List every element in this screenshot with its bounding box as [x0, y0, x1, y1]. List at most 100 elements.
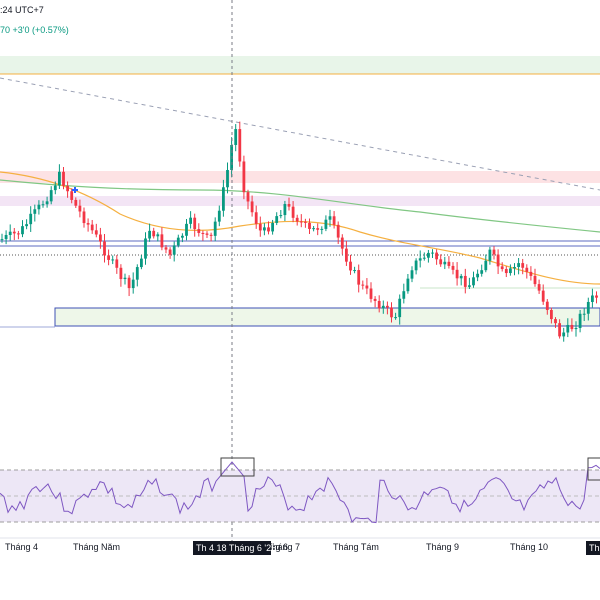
- candle-body: [484, 260, 488, 271]
- candle-body: [308, 222, 311, 229]
- candle-body: [418, 258, 422, 261]
- candle-body: [443, 261, 447, 265]
- candle-body: [37, 204, 41, 210]
- header-time-text: :24 UTC+7: [0, 5, 44, 15]
- candle-body: [558, 323, 561, 337]
- candle-body: [353, 270, 356, 272]
- candle-body: [595, 295, 598, 298]
- green-zone-top[interactable]: [0, 56, 600, 74]
- candle-body: [267, 227, 270, 232]
- candle-body: [533, 275, 537, 285]
- candle-body: [377, 300, 381, 309]
- candle-body: [246, 192, 250, 202]
- candle-body: [78, 205, 82, 212]
- candle-body: [70, 191, 74, 200]
- candle-body: [217, 210, 221, 222]
- candle-body: [0, 239, 4, 241]
- candle-body: [172, 245, 176, 255]
- candle-body: [472, 277, 475, 286]
- candle-body: [439, 259, 443, 265]
- candle-body: [369, 288, 373, 299]
- candle-body: [144, 238, 147, 259]
- candle-body: [537, 284, 541, 291]
- candle-body: [299, 221, 303, 223]
- crosshair-plus-icon: [72, 187, 78, 193]
- candle-body: [332, 216, 336, 225]
- candle-body: [365, 285, 369, 289]
- candle-body: [500, 266, 504, 270]
- candles-group: [0, 121, 598, 342]
- candle-body: [283, 204, 287, 216]
- rsi-highlight-box-2[interactable]: [587, 457, 600, 481]
- candle-body: [574, 327, 578, 330]
- candle-body: [21, 226, 24, 235]
- candle-body: [49, 190, 53, 202]
- candle-body: [164, 247, 168, 250]
- candle-body: [4, 234, 8, 240]
- candle-body: [295, 217, 299, 222]
- candle-body: [349, 261, 352, 271]
- moving-average-slow[interactable]: [0, 179, 600, 233]
- candle-body: [287, 204, 291, 207]
- candle-body: [459, 275, 463, 279]
- candle-body: [140, 258, 143, 268]
- candle-body: [545, 301, 549, 310]
- candle-body: [463, 275, 467, 287]
- candle-body: [324, 219, 328, 229]
- candle-body: [541, 290, 545, 302]
- candle-body: [398, 298, 402, 318]
- candle-body: [328, 216, 332, 220]
- candle-body: [312, 228, 315, 230]
- candle-body: [586, 301, 590, 314]
- candle-body: [111, 259, 115, 261]
- candle-body: [107, 255, 110, 260]
- candle-body: [447, 261, 451, 266]
- candle-body: [504, 269, 508, 274]
- support-zone-box[interactable]: [54, 307, 600, 327]
- candle-body: [381, 305, 385, 309]
- candle-body: [29, 213, 33, 225]
- crosshair-date-pill: [193, 541, 271, 555]
- right-edge-pill: [586, 541, 600, 555]
- purple-zone[interactable]: [0, 196, 600, 206]
- candle-body: [185, 223, 188, 236]
- candle-body: [234, 129, 238, 145]
- candle-body: [181, 235, 184, 238]
- candle-body: [271, 222, 274, 232]
- candle-body: [176, 237, 180, 246]
- red-zone[interactable]: [0, 171, 600, 183]
- candle-body: [570, 324, 574, 330]
- candle-body: [386, 305, 389, 308]
- candle-body: [41, 204, 45, 206]
- candle-body: [103, 241, 106, 256]
- candle-body: [168, 249, 172, 255]
- candle-body: [406, 278, 410, 292]
- rsi-line[interactable]: [0, 461, 600, 524]
- candle-body: [62, 171, 65, 186]
- candle-body: [427, 252, 430, 258]
- candle-body: [476, 273, 479, 278]
- candle-body: [336, 224, 340, 238]
- candle-body: [340, 237, 344, 249]
- x-label-thang-4: Tháng 4: [5, 542, 38, 552]
- candle-body: [525, 267, 529, 272]
- trendline-dashed[interactable]: [0, 77, 600, 191]
- candle-body: [238, 129, 242, 162]
- candle-body: [254, 212, 258, 224]
- candle-body: [189, 217, 192, 224]
- candle-body: [578, 313, 582, 328]
- candle-body: [492, 249, 496, 255]
- candle-body: [357, 270, 361, 285]
- candle-body: [394, 317, 397, 319]
- candle-body: [258, 223, 262, 231]
- candle-body: [53, 185, 57, 191]
- candle-body: [582, 313, 586, 315]
- candle-body: [86, 223, 90, 225]
- candle-body: [193, 217, 197, 230]
- candle-body: [148, 230, 151, 239]
- candle-body: [115, 259, 119, 268]
- rsi-highlight-box-1[interactable]: [220, 457, 255, 477]
- candle-body: [468, 285, 471, 287]
- candle-body: [422, 257, 426, 259]
